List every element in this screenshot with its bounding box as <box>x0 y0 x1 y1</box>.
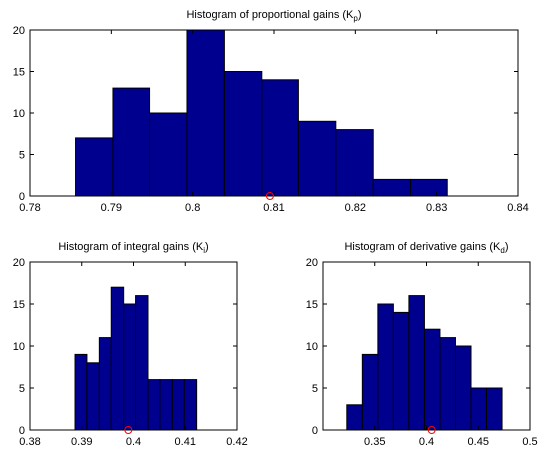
x-tick-label: 0.83 <box>426 202 447 214</box>
histogram-bar <box>183 379 198 431</box>
x-tick-label: 0.39 <box>71 436 92 448</box>
histogram-bar <box>346 404 363 431</box>
x-tick-label: 0.35 <box>364 436 385 448</box>
x-tick-label: 0.45 <box>468 436 489 448</box>
histogram-bar <box>86 362 100 431</box>
histogram-bar <box>110 286 125 431</box>
histogram-bar <box>74 353 88 431</box>
x-tick-label: 0.84 <box>507 202 528 214</box>
histogram-bar <box>470 387 488 431</box>
x-tick-label: 0.78 <box>19 202 40 214</box>
chart-title: Histogram of integral gains (Ki) <box>58 241 208 255</box>
histogram-bar <box>423 328 441 431</box>
histogram-bar <box>75 137 114 197</box>
histogram-bar <box>408 295 425 431</box>
histogram-bar <box>439 337 456 431</box>
histogram-bar <box>223 71 263 197</box>
histogram-bar <box>486 387 503 431</box>
histogram-bar <box>410 178 448 197</box>
histogram-bar <box>98 337 112 431</box>
x-tick-label: 0.4 <box>419 436 434 448</box>
y-tick-label: 10 <box>13 108 25 120</box>
x-tick-label: 0.5 <box>522 436 537 448</box>
histogram-bar <box>123 303 137 431</box>
x-tick-label: 0.8 <box>185 202 200 214</box>
y-tick-label: 15 <box>13 299 25 311</box>
y-tick-label: 20 <box>13 257 25 269</box>
y-tick-label: 0 <box>312 425 318 437</box>
histogram-bar <box>186 29 225 197</box>
y-tick-label: 0 <box>19 191 25 203</box>
y-tick-label: 20 <box>306 257 318 269</box>
derivative-gains-histogram: 0.35 0.4 0.45 0.5 0 5 10 15 20 Histogram of deriv… <box>306 241 538 448</box>
chart-title: Histogram of proportional gains (Kp) <box>186 9 361 23</box>
y-tick-label: 5 <box>19 383 25 395</box>
optimal-value-marker <box>427 426 436 434</box>
histogram-bar <box>135 295 149 431</box>
histogram-bar <box>361 353 379 431</box>
x-tick-label: 0.79 <box>101 202 122 214</box>
histogram-bar <box>112 87 151 197</box>
chart-title: Histogram of derivative gains (Kd) <box>344 241 508 255</box>
y-tick-label: 5 <box>312 383 318 395</box>
histogram-bar <box>159 379 173 431</box>
x-tick-label: 0.81 <box>263 202 284 214</box>
histogram-bar <box>454 345 472 431</box>
y-tick-label: 0 <box>19 425 25 437</box>
optimal-value-marker <box>265 192 274 200</box>
histogram-bar <box>392 311 410 431</box>
histogram-bar <box>147 379 161 431</box>
x-tick-label: 0.42 <box>226 436 247 448</box>
x-tick-label: 0.41 <box>175 436 196 448</box>
histogram-bar <box>149 112 188 197</box>
x-tick-label: 0.38 <box>19 436 40 448</box>
y-tick-label: 5 <box>19 150 25 162</box>
y-tick-label: 10 <box>306 341 318 353</box>
histogram-bar <box>297 120 337 197</box>
y-tick-label: 10 <box>13 341 25 353</box>
histogram-bar <box>372 178 412 197</box>
y-tick-label: 15 <box>13 67 25 79</box>
y-tick-label: 20 <box>13 25 25 37</box>
x-tick-label: 0.4 <box>126 436 141 448</box>
histogram-bar <box>261 79 299 197</box>
x-tick-label: 0.82 <box>345 202 366 214</box>
proportional-gains-histogram: 0.78 0.79 0.8 0.81 0.82 0.83 0.84 0 5 10 15 20 Histo… <box>13 9 529 214</box>
y-tick-label: 15 <box>306 299 318 311</box>
optimal-value-marker <box>124 426 133 434</box>
integral-gains-histogram: 0.38 0.39 0.4 0.41 0.42 0 5 10 15 20 Histogram of … <box>13 241 248 448</box>
histogram-bar <box>171 379 185 431</box>
histogram-bar <box>335 129 374 197</box>
histogram-bar <box>377 303 394 431</box>
